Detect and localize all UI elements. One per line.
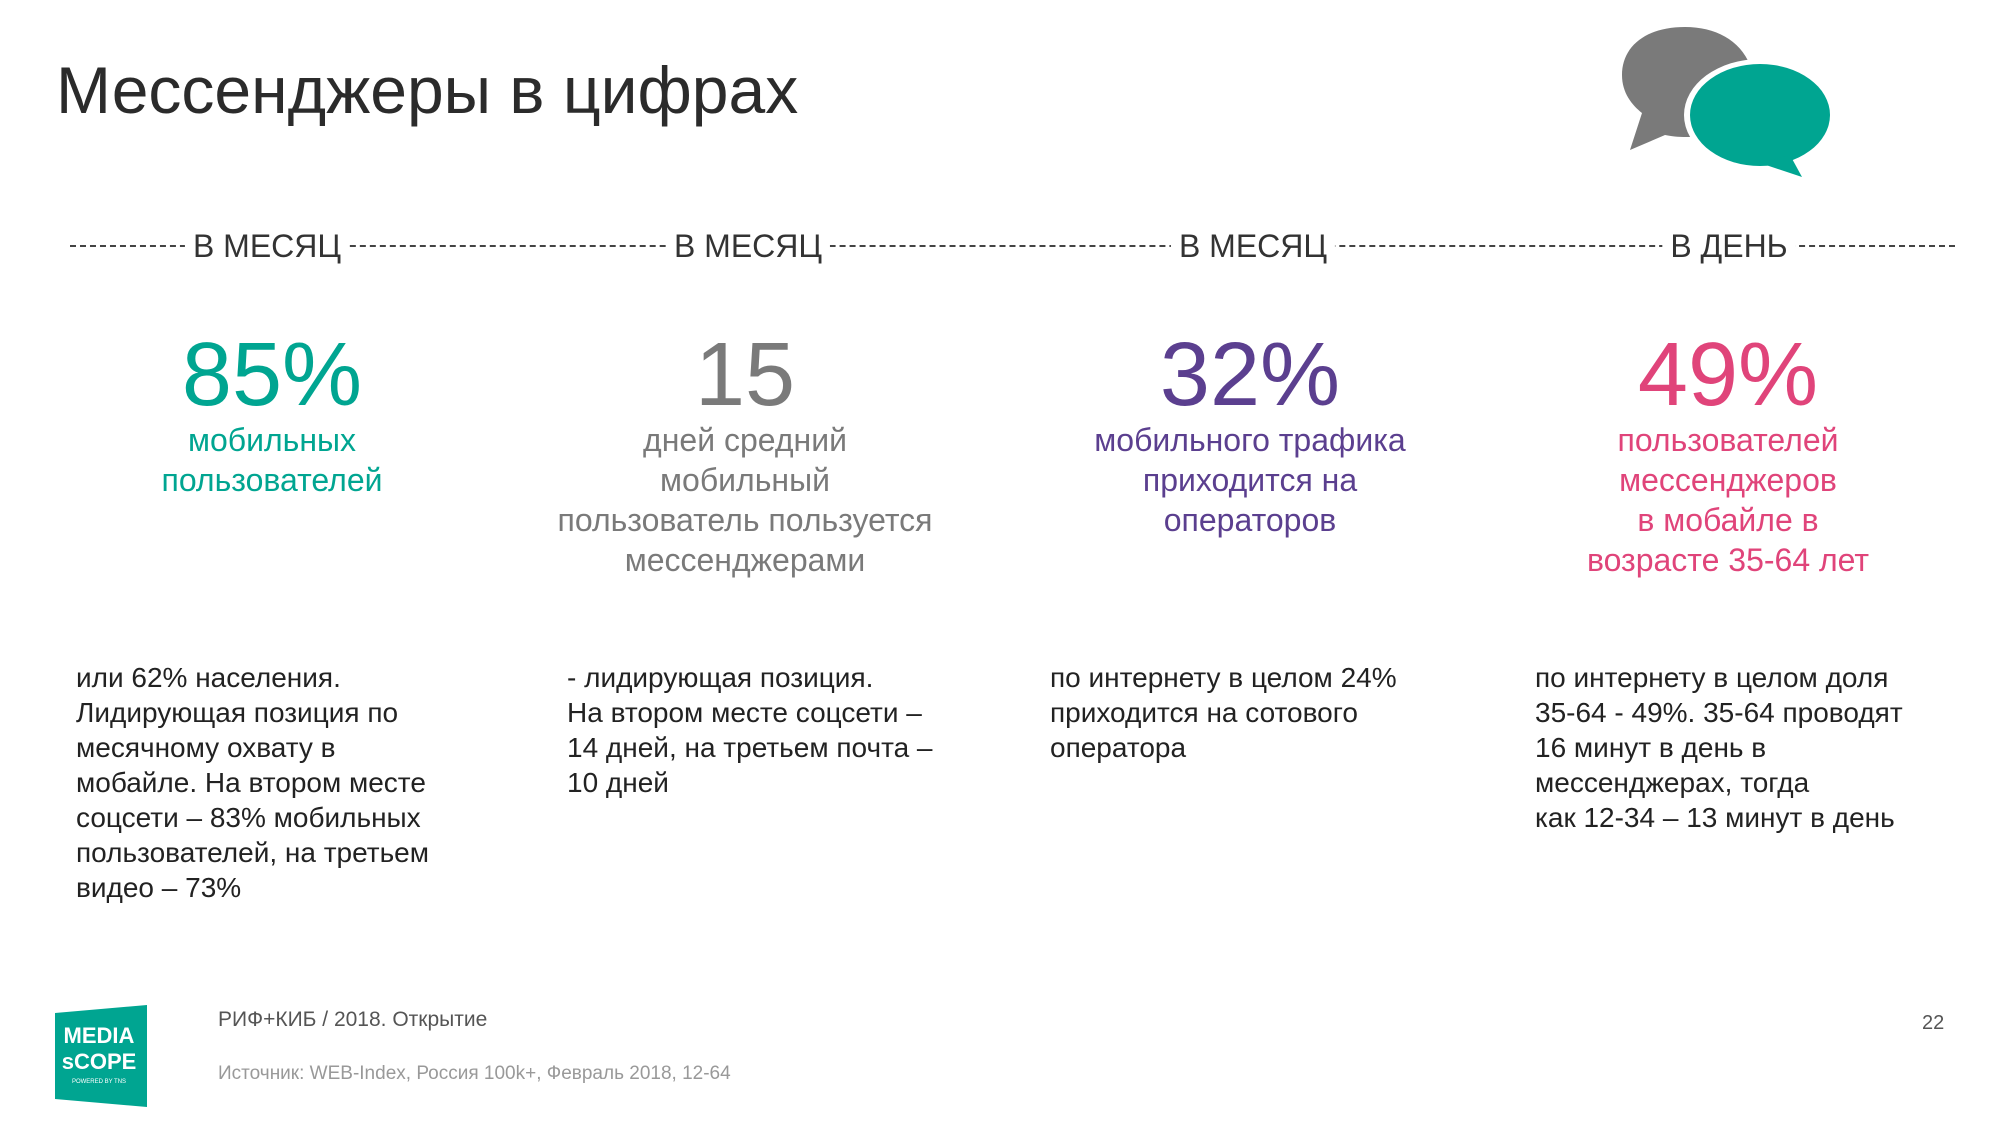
period-label: В МЕСЯЦ bbox=[1170, 228, 1336, 265]
stat-label: мобильных bbox=[187, 422, 356, 458]
period-label: В ДЕНЬ bbox=[1662, 228, 1796, 265]
stat-label: мессенджеров bbox=[1619, 462, 1837, 498]
description-line: соцсети – 83% мобильных bbox=[76, 802, 421, 833]
description-line: На втором месте соцсети – bbox=[567, 697, 922, 728]
description-line: месячному охвату в bbox=[76, 732, 336, 763]
stat-age: 49% пользователей мессенджеров в мобайле… bbox=[1498, 330, 1958, 580]
description-line: 35-64 - 49%. 35-64 проводят bbox=[1535, 697, 1903, 728]
chat-bubbles-icon bbox=[1622, 27, 1836, 177]
description-line: оператора bbox=[1050, 732, 1187, 763]
source-note: Источник: WEB-Index, Россия 100k+, Февра… bbox=[218, 1063, 731, 1084]
period-label: В МЕСЯЦ bbox=[184, 228, 350, 265]
stat-label: пользователей bbox=[161, 462, 383, 498]
period-label: В МЕСЯЦ bbox=[665, 228, 831, 265]
stat-label: мобильный bbox=[660, 462, 830, 498]
description-line: по интернету в целом 24% bbox=[1050, 662, 1397, 693]
description-line: по интернету в целом доля bbox=[1535, 662, 1889, 693]
svg-text:POWERED BY TNS: POWERED BY TNS bbox=[72, 1079, 126, 1085]
stat-label: мессенджерами bbox=[624, 542, 866, 578]
stat-label: возрасте 35-64 лет bbox=[1586, 542, 1870, 578]
stat-label: приходится на bbox=[1142, 462, 1358, 498]
stat-description: - лидирующая позиция. На втором месте со… bbox=[567, 660, 987, 800]
description-line: или 62% населения. bbox=[76, 662, 341, 693]
stat-days: 15 дней средний мобильный пользователь п… bbox=[515, 330, 975, 580]
stat-label: операторов bbox=[1163, 502, 1337, 538]
description-line: 16 минут в день в bbox=[1535, 732, 1767, 763]
stat-label: дней средний bbox=[643, 422, 847, 458]
stat-value: 49% bbox=[1637, 325, 1819, 425]
page-number: 22 bbox=[1922, 1012, 1945, 1034]
description-line: видео – 73% bbox=[76, 872, 242, 903]
description-line: приходится на сотового bbox=[1050, 697, 1358, 728]
description-line: пользователей, на третьем bbox=[76, 837, 430, 868]
stat-mobile-users: 85% мобильных пользователей bbox=[42, 330, 502, 500]
stat-value: 85% bbox=[181, 325, 363, 425]
stat-value: 32% bbox=[1159, 325, 1341, 425]
stat-label: пользователь пользуется bbox=[557, 502, 933, 538]
description-line: мессенджерах, тогда bbox=[1535, 767, 1810, 798]
event-caption: РИФ+КИБ / 2018. Открытие bbox=[218, 1008, 488, 1031]
mediascope-logo: MEDIA sCOPE POWERED BY TNS bbox=[55, 1005, 147, 1107]
stat-label: пользователей bbox=[1617, 422, 1839, 458]
description-line: 14 дней, на третьем почта – bbox=[567, 732, 933, 763]
stat-label: мобильного трафика bbox=[1094, 422, 1406, 458]
dashed-line bbox=[70, 245, 1955, 247]
period-divider: В МЕСЯЦ В МЕСЯЦ В МЕСЯЦ В ДЕНЬ bbox=[70, 228, 1955, 265]
stat-label: в мобайле в bbox=[1637, 502, 1819, 538]
description-line: мобайле. На втором месте bbox=[76, 767, 426, 798]
description-line: Лидирующая позиция по bbox=[76, 697, 399, 728]
stat-traffic: 32% мобильного трафика приходится на опе… bbox=[1020, 330, 1480, 540]
stat-description: или 62% населения. Лидирующая позиция по… bbox=[76, 660, 496, 905]
description-line: 10 дней bbox=[567, 767, 669, 798]
stat-value: 15 bbox=[694, 325, 796, 425]
stat-description: по интернету в целом 24% приходится на с… bbox=[1050, 660, 1470, 765]
svg-text:MEDIA: MEDIA bbox=[64, 1023, 135, 1048]
description-line: как 12-34 – 13 минут в день bbox=[1535, 802, 1895, 833]
page-title: Мессенджеры в цифрах bbox=[56, 53, 799, 127]
stat-description: по интернету в целом доля 35-64 - 49%. 3… bbox=[1535, 660, 1975, 835]
description-line: - лидирующая позиция. bbox=[567, 662, 874, 693]
svg-text:sCOPE: sCOPE bbox=[62, 1049, 137, 1074]
